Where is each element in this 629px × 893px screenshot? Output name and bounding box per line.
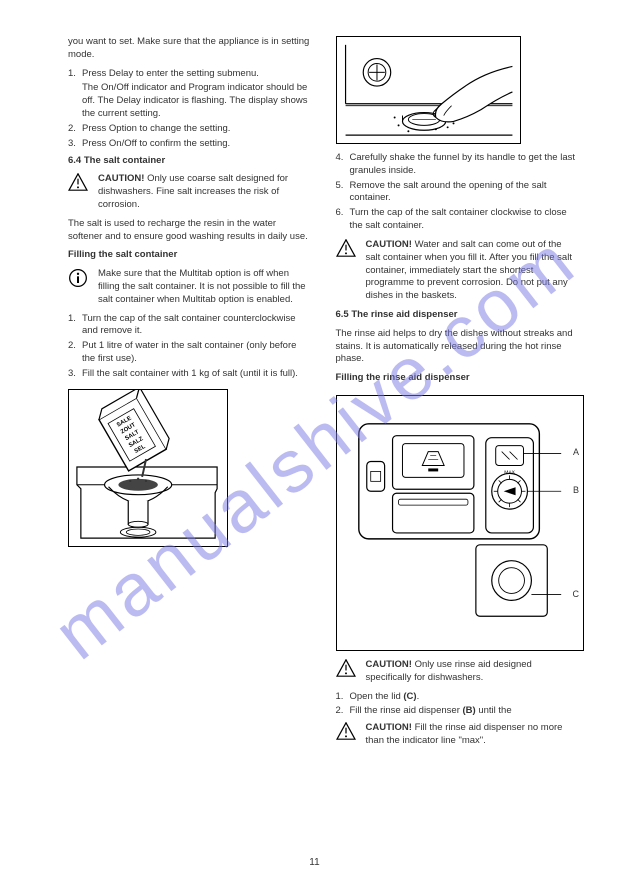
label-b: B	[573, 485, 579, 496]
subheading-filling-rinse: Filling the rinse aid dispenser	[336, 372, 578, 385]
caution-icon	[68, 173, 90, 196]
caution-icon	[336, 239, 358, 262]
list-item: 5.Remove the salt around the opening of …	[336, 180, 578, 206]
list-item: 4.Carefully shake the funnel by its hand…	[336, 152, 578, 178]
label-c: C	[573, 589, 580, 600]
heading-salt-container: 6.4 The salt container	[68, 155, 310, 168]
list-item: The On/Off indicator and Program indicat…	[68, 82, 310, 120]
caution-block: CAUTION! Fill the rinse aid dispenser no…	[336, 722, 578, 748]
page-number: 11	[0, 856, 629, 870]
caution-block: CAUTION! Only use rinse aid designed spe…	[336, 659, 578, 685]
label-a: A	[573, 447, 579, 458]
setting-steps: 1.Press Delay to enter the setting subme…	[68, 68, 310, 151]
info-icon	[68, 268, 90, 293]
fill-salt-steps: 1.Turn the cap of the salt container cou…	[68, 313, 310, 381]
list-item: 1.Open the lid (C).	[336, 691, 578, 704]
list-item: 2.Put 1 litre of water in the salt conta…	[68, 340, 310, 366]
cap-steps: 4.Carefully shake the funnel by its hand…	[336, 152, 578, 233]
list-item: 2.Fill the rinse aid dispenser (B) until…	[336, 705, 578, 718]
figure-dispenser-wrap: MAX A B C	[336, 395, 578, 651]
caution-block: CAUTION! Water and salt can come out of …	[336, 239, 578, 303]
list-item: 6.Turn the cap of the salt container clo…	[336, 207, 578, 233]
salt-purpose: The salt is used to recharge the resin i…	[68, 218, 310, 244]
rinse-purpose: The rinse aid helps to dry the dishes wi…	[336, 328, 578, 366]
info-block: Make sure that the Multitab option is of…	[68, 268, 310, 306]
figure-dispenser: MAX	[336, 395, 584, 651]
svg-text:MAX: MAX	[504, 469, 515, 475]
right-column: 4.Carefully shake the funnel by its hand…	[336, 36, 578, 754]
list-item: 3.Fill the salt container with 1 kg of s…	[68, 368, 310, 381]
rinse-fill-steps: 1.Open the lid (C). 2.Fill the rinse aid…	[336, 691, 578, 719]
heading-rinse-aid: 6.5 The rinse aid dispenser	[336, 309, 578, 322]
left-column: you want to set. Make sure that the appl…	[68, 36, 310, 754]
list-item: 1.Press Delay to enter the setting subme…	[68, 68, 310, 81]
caution-block: CAUTION! Only use coarse salt designed f…	[68, 173, 310, 211]
subheading-filling-salt: Filling the salt container	[68, 249, 310, 262]
caution-icon	[336, 722, 358, 745]
caution-icon	[336, 659, 358, 682]
list-item: 1.Turn the cap of the salt container cou…	[68, 313, 310, 339]
figure-cap-close	[336, 36, 521, 144]
list-item: 2.Press Option to change the setting.	[68, 123, 310, 136]
list-item: 3.Press On/Off to confirm the setting.	[68, 138, 310, 151]
intro-text: you want to set. Make sure that the appl…	[68, 36, 310, 62]
figure-salt-pour: SALE ZOUT SALT SALZ SEL	[68, 389, 228, 547]
